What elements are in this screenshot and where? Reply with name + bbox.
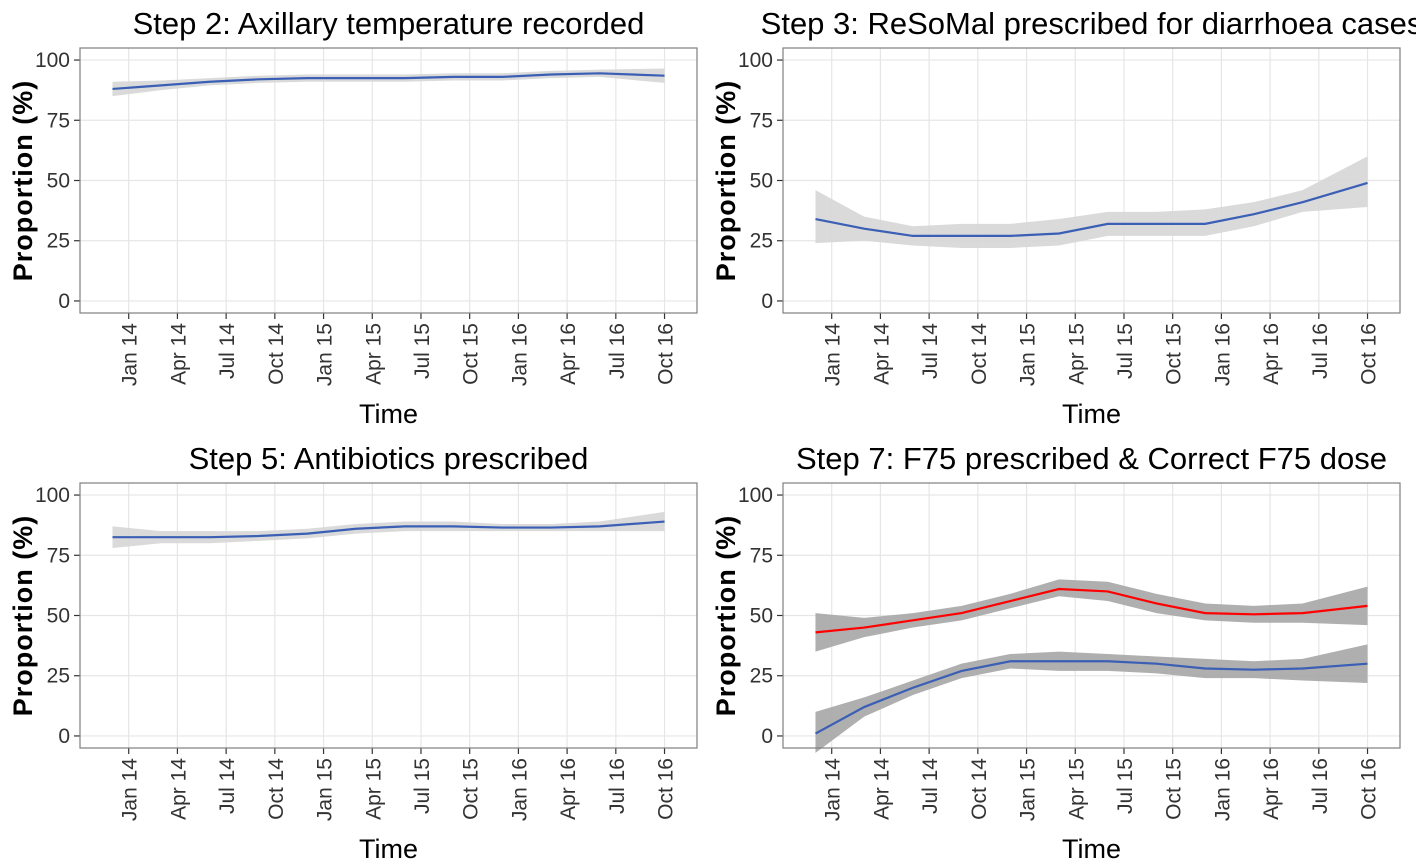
confidence-band	[815, 579, 1368, 652]
y-axis-title: Proportion (%)	[8, 515, 38, 716]
x-tick-label: Apr 16	[557, 323, 580, 385]
x-axis-title: Time	[359, 834, 418, 863]
confidence-band	[815, 644, 1368, 753]
x-tick-label: Jul 16	[606, 323, 629, 379]
y-tick-label: 50	[47, 605, 70, 628]
y-tick-label: 25	[750, 230, 773, 253]
x-tick-label: Oct 16	[655, 758, 678, 820]
x-tick-label: Apr 16	[1260, 323, 1283, 385]
chart-title: Step 5: Antibiotics prescribed	[189, 441, 589, 476]
y-tick-label: 25	[750, 665, 773, 688]
trend-line	[814, 660, 1368, 735]
x-tick-label: Jan 15	[314, 758, 337, 821]
x-tick-label: Jan 16	[1211, 758, 1234, 821]
x-tick-label: Apr 15	[362, 323, 385, 385]
y-tick-label: 25	[47, 665, 70, 688]
x-tick-label: Jan 16	[508, 758, 531, 821]
x-tick-label: Oct 14	[265, 758, 288, 820]
y-tick-label: 100	[35, 49, 70, 72]
x-tick-label: Jan 14	[822, 323, 845, 386]
plot-border	[79, 47, 698, 314]
x-tick-label: Jul 14	[216, 758, 239, 814]
y-tick-label: 50	[750, 605, 773, 628]
y-axis-title: Proportion (%)	[711, 515, 741, 716]
x-axis-title: Time	[1062, 399, 1121, 429]
x-axis-title: Time	[359, 399, 418, 429]
chart-title: Step 2: Axillary temperature recorded	[133, 6, 645, 41]
chart-title: Step 3: ReSoMal prescribed for diarrhoea…	[761, 6, 1416, 41]
y-tick-label: 100	[738, 484, 773, 507]
x-tick-label: Apr 15	[362, 758, 385, 820]
y-tick-label: 25	[47, 230, 70, 253]
x-tick-label: Oct 14	[265, 323, 288, 385]
y-tick-label: 100	[35, 484, 70, 507]
trend-line	[815, 181, 1368, 238]
y-tick-label: 0	[761, 725, 773, 748]
y-tick-label: 100	[738, 49, 773, 72]
x-tick-label: Apr 15	[1065, 758, 1088, 820]
x-tick-label: Jan 15	[314, 323, 337, 386]
x-tick-label: Jul 16	[1309, 758, 1332, 814]
x-tick-label: Jan 16	[1211, 323, 1234, 386]
x-tick-label: Jan 15	[1017, 323, 1040, 386]
y-tick-label: 75	[750, 544, 773, 567]
x-tick-label: Jan 15	[1017, 758, 1040, 821]
chart-title: Step 7: F75 prescribed & Correct F75 dos…	[796, 441, 1387, 476]
x-tick-label: Jul 15	[1114, 323, 1137, 379]
y-tick-label: 75	[47, 109, 70, 132]
y-tick-label: 50	[750, 170, 773, 193]
x-tick-label: Jan 14	[119, 323, 142, 386]
y-tick-label: 75	[47, 544, 70, 567]
trend-line	[112, 520, 665, 539]
x-tick-label: Jan 16	[508, 323, 531, 386]
x-tick-label: Apr 14	[870, 758, 893, 820]
x-tick-label: Jan 14	[119, 758, 142, 821]
x-tick-label: Jul 14	[216, 323, 239, 379]
y-tick-label: 0	[58, 725, 70, 748]
x-axis-title: Time	[1062, 834, 1121, 863]
x-tick-label: Jul 15	[411, 758, 434, 814]
y-axis-title: Proportion (%)	[711, 80, 741, 281]
trend-line	[112, 72, 665, 91]
y-tick-label: 0	[58, 290, 70, 313]
x-tick-label: Oct 14	[968, 323, 991, 385]
x-tick-label: Apr 15	[1065, 323, 1088, 385]
x-tick-label: Oct 15	[460, 323, 483, 385]
x-tick-label: Oct 14	[968, 758, 991, 820]
y-tick-label: 75	[750, 109, 773, 132]
x-tick-label: Jan 14	[822, 758, 845, 821]
x-tick-label: Jul 16	[1309, 323, 1332, 379]
plot-border	[79, 482, 698, 749]
x-tick-label: Jul 15	[411, 323, 434, 379]
x-tick-label: Oct 15	[460, 758, 483, 820]
trend-line	[815, 587, 1368, 634]
x-tick-label: Apr 14	[167, 758, 190, 820]
plot-border	[782, 482, 1401, 749]
x-tick-label: Oct 16	[1358, 323, 1381, 385]
y-axis-title: Proportion (%)	[8, 80, 38, 281]
x-tick-label: Jul 15	[1114, 758, 1137, 814]
x-tick-label: Oct 16	[1358, 758, 1381, 820]
x-tick-label: Oct 16	[655, 323, 678, 385]
x-tick-label: Apr 14	[870, 323, 893, 385]
x-tick-label: Oct 15	[1163, 758, 1186, 820]
plot-border	[782, 47, 1401, 314]
x-tick-label: Jul 16	[606, 758, 629, 814]
x-tick-label: Oct 15	[1163, 323, 1186, 385]
y-tick-label: 50	[47, 170, 70, 193]
x-tick-label: Jul 14	[919, 323, 942, 379]
x-tick-label: Jul 14	[919, 758, 942, 814]
x-tick-label: Apr 14	[167, 323, 190, 385]
confidence-band	[815, 156, 1368, 248]
y-tick-label: 0	[761, 290, 773, 313]
confidence-band	[112, 511, 665, 549]
x-tick-label: Apr 16	[1260, 758, 1283, 820]
x-tick-label: Apr 16	[557, 758, 580, 820]
